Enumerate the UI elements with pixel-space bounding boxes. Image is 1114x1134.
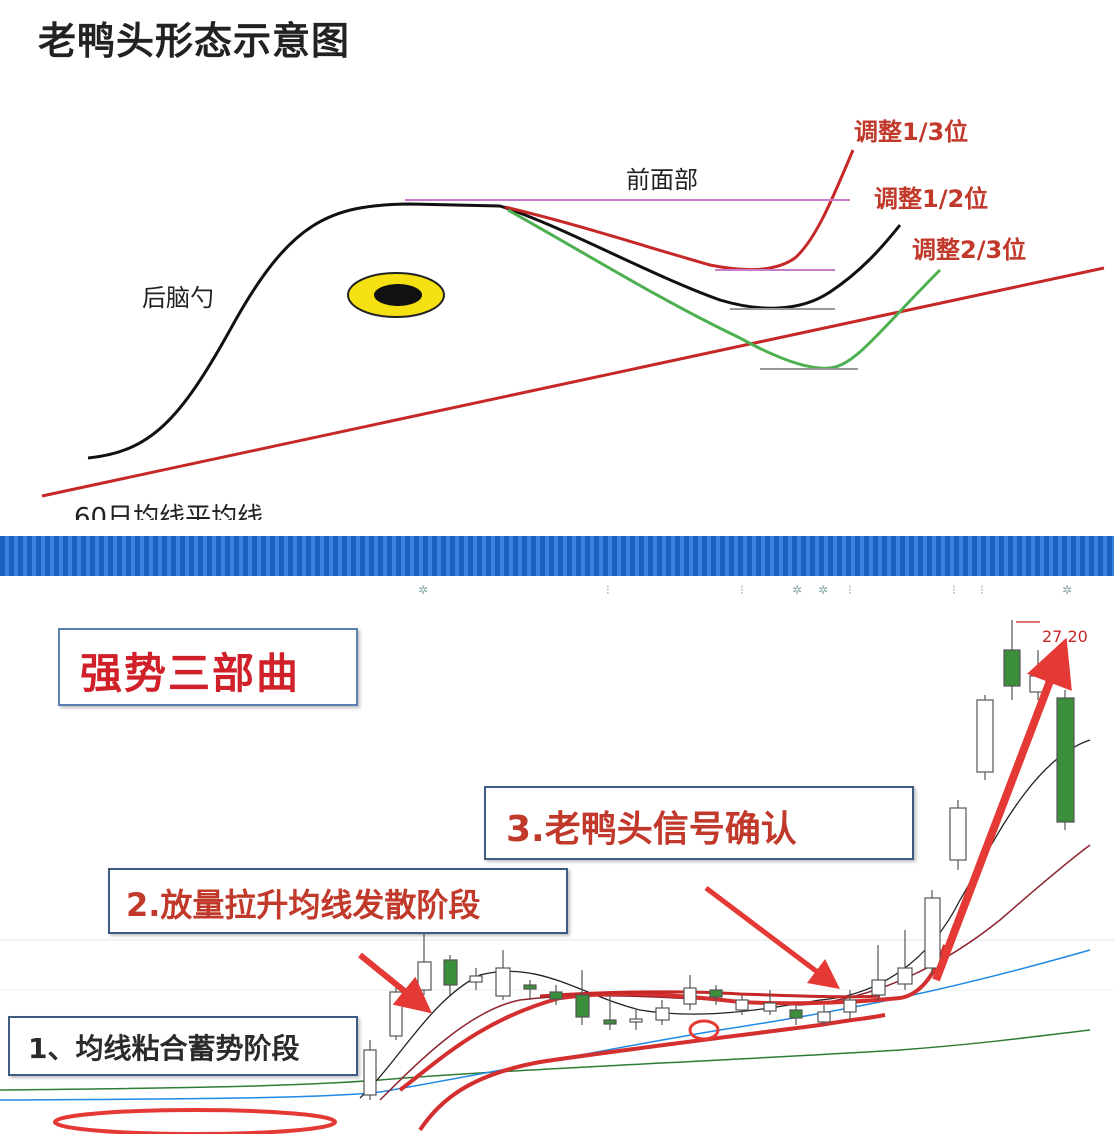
schematic-svg: 60日均线平均线	[41, 149, 1105, 520]
svg-text:✲: ✲	[818, 583, 828, 597]
svg-text:✲: ✲	[792, 583, 802, 597]
stage3-text: 3.老鸭头信号确认	[506, 809, 797, 850]
svg-text:✲: ✲	[1062, 583, 1072, 597]
signal-circle	[688, 1019, 720, 1041]
label-adjust-2-3: 调整2/3位	[912, 236, 1027, 264]
arrow-stage2	[358, 952, 432, 1014]
duck-head-schematic: 老鸭头形态示意图 60日均线平均线 后脑勺 前面部 调整1/3位 调整1/2位 …	[0, 0, 1114, 520]
label-front-head: 前面部	[626, 166, 698, 194]
price-curve	[87, 202, 902, 460]
svg-text:⁝: ⁝	[980, 583, 984, 597]
event-markers: ✲ ⁝ ⁝ ✲ ✲ ⁝ ⁝ ⁝ ✲	[418, 583, 1072, 597]
adjust-2-3-curve	[507, 208, 942, 370]
stage2-text: 2.放量拉升均线发散阶段	[126, 886, 481, 924]
ma-red-thick	[398, 944, 947, 1092]
headline-box: 强势三部曲	[58, 628, 358, 706]
headline-text: 强势三部曲	[80, 649, 301, 698]
svg-text:⁝: ⁝	[848, 583, 852, 597]
arrow-stage3	[704, 886, 840, 990]
label-adjust-1-3: 调整1/3位	[854, 118, 969, 146]
stage2-box: 2.放量拉升均线发散阶段	[108, 868, 568, 934]
consolidation-ellipse	[53, 1108, 337, 1134]
stage1-text: 1、均线粘合蓄势阶段	[28, 1032, 300, 1065]
svg-text:✲: ✲	[418, 583, 428, 597]
arrow-breakout	[932, 637, 1072, 982]
ma-caption: 60日均线平均线	[74, 503, 263, 520]
ma-green	[0, 1029, 1091, 1091]
schematic-title: 老鸭头形态示意图	[38, 19, 351, 63]
svg-text:⁝: ⁝	[606, 583, 610, 597]
label-back-head: 后脑勺	[142, 284, 214, 312]
stage3-box: 3.老鸭头信号确认	[484, 786, 914, 860]
svg-text:⁝: ⁝	[740, 583, 744, 597]
chart-header-stripe	[0, 536, 1114, 576]
svg-text:⁝: ⁝	[952, 583, 956, 597]
label-adjust-1-2: 调整1/2位	[874, 185, 989, 213]
long-ma-line	[41, 266, 1105, 498]
stage1-box: 1、均线粘合蓄势阶段	[8, 1016, 358, 1076]
price-tag: 27.20	[1042, 627, 1088, 646]
duck-eye-pupil	[374, 284, 422, 306]
ma-red-lower	[418, 1013, 886, 1132]
